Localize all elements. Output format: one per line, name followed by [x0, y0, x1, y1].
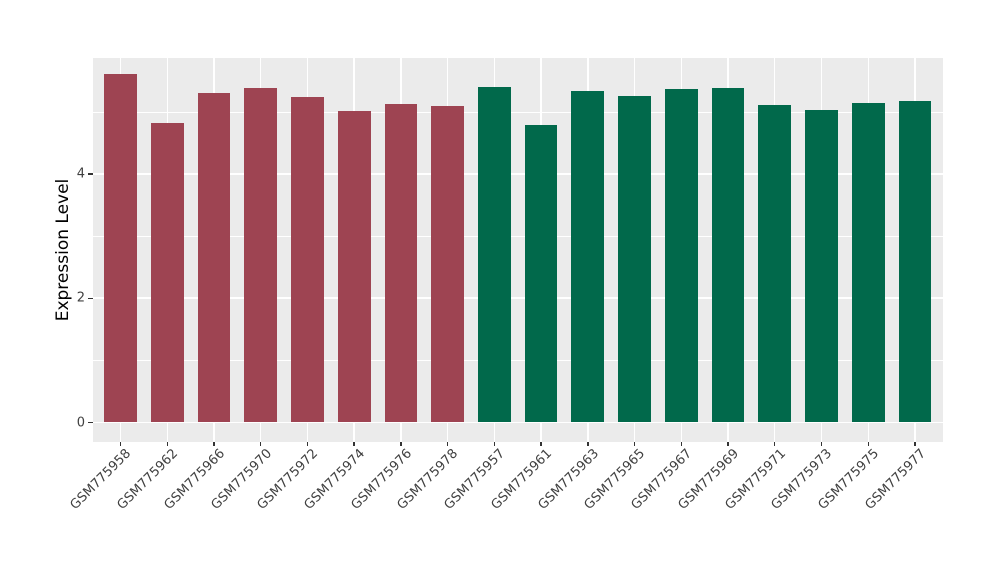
x-tick — [633, 441, 636, 447]
x-tick — [213, 441, 215, 447]
bar-GSM775970 — [244, 87, 278, 423]
bar-GSM775975 — [851, 103, 885, 423]
x-tick — [680, 441, 682, 447]
x-tick — [820, 441, 823, 447]
y-tick — [88, 173, 93, 175]
minor-gridline — [92, 359, 943, 361]
bar-GSM775973 — [805, 110, 838, 423]
y-tick — [88, 297, 93, 299]
bar-GSM775967 — [664, 89, 698, 423]
bar-GSM775963 — [571, 91, 605, 423]
x-tick — [540, 441, 542, 447]
bar-GSM775978 — [431, 105, 464, 423]
x-tick — [587, 441, 589, 447]
bar-GSM775957 — [478, 86, 511, 423]
bar-GSM775976 — [384, 103, 418, 423]
x-tick — [400, 441, 402, 447]
major-gridline — [92, 421, 943, 424]
bar-GSM775969 — [711, 87, 745, 423]
x-tick — [166, 441, 168, 447]
major-gridline — [92, 173, 943, 175]
bar-GSM775974 — [337, 110, 371, 423]
bar-GSM775965 — [618, 95, 651, 423]
x-tick — [353, 441, 355, 447]
bar-GSM775958 — [104, 74, 137, 423]
bar-GSM775961 — [524, 125, 558, 423]
bar-GSM775971 — [758, 105, 792, 423]
bar-GSM775966 — [197, 92, 231, 423]
y-tick-label: 0 — [76, 415, 85, 430]
bar-GSM775962 — [150, 122, 184, 423]
minor-gridline — [92, 235, 943, 237]
x-tick — [914, 441, 916, 447]
x-tick — [119, 441, 122, 447]
x-tick — [867, 441, 869, 447]
x-tick — [774, 441, 776, 447]
x-tick — [727, 441, 729, 447]
bar-GSM775977 — [898, 100, 932, 423]
minor-gridline — [92, 111, 943, 113]
major-gridline — [92, 297, 943, 300]
y-tick-label: 4 — [76, 166, 85, 182]
y-tick — [88, 421, 93, 424]
bar-GSM775972 — [291, 97, 324, 423]
plot-panel — [92, 57, 943, 442]
x-tick — [260, 441, 262, 447]
x-tick — [306, 441, 309, 447]
y-tick-label: 2 — [76, 290, 85, 306]
x-tick — [493, 441, 496, 447]
x-tick — [446, 441, 449, 447]
